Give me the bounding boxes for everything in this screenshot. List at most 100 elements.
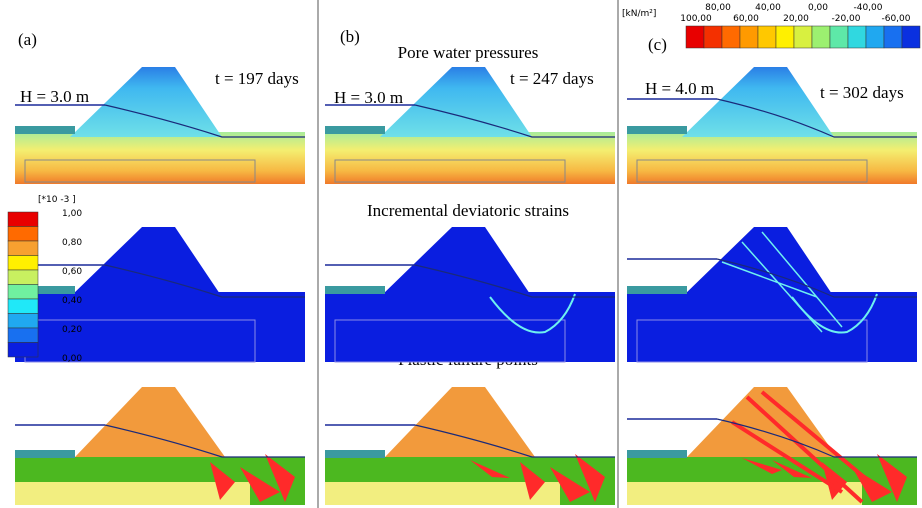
phreatic-line: [104, 104, 305, 138]
legend-label: 80,00: [705, 3, 731, 13]
legend-label: 0,00: [62, 354, 82, 364]
soft-layer: [15, 482, 250, 505]
legend-swatch: [7, 226, 39, 242]
legend-label: 0,60: [62, 267, 82, 277]
legend-swatch: [7, 327, 39, 343]
filter-toe: [627, 286, 687, 294]
pressure-legend: [kN/m²] 80,00 40,00 0,00 -40,00 100,00 60,00 2…: [622, 3, 921, 49]
legend-label: 60,00: [733, 14, 759, 24]
phreatic-line: [716, 418, 917, 458]
legend-swatch: [793, 25, 813, 49]
embankment: [70, 67, 222, 137]
head-label: H = 3.0 m: [334, 88, 403, 107]
failure-zone: [210, 462, 235, 500]
legend-swatch: [7, 211, 39, 227]
shear-band: [721, 231, 843, 333]
embankment: [380, 227, 532, 297]
filter-toe: [15, 126, 75, 134]
time-label: t = 197 days: [215, 69, 299, 88]
legend-label: 1,00: [62, 209, 82, 219]
filter-toe: [325, 126, 385, 134]
embankment: [380, 67, 532, 137]
foundation: [627, 292, 917, 362]
embankment: [385, 387, 535, 457]
failure-zone: [470, 460, 510, 478]
clay-layer: [334, 319, 566, 363]
soft-layer: [627, 482, 862, 505]
embankment: [682, 67, 834, 137]
failure-zone: [575, 454, 605, 502]
model-panel: [627, 67, 917, 184]
strain-legend: [*10 -3 ] 1,00 0,80 0,60 0,40 0,20 0,00: [7, 195, 82, 364]
clay-layer: [636, 319, 868, 363]
clay-layer: [636, 159, 868, 183]
legend-swatch: [775, 25, 795, 49]
filter-toe: [325, 450, 385, 458]
legend-swatch: [757, 25, 777, 49]
failure-zone: [772, 460, 812, 478]
legend-swatch: [7, 240, 39, 256]
failure-zone: [877, 454, 907, 502]
failure-zone: [520, 462, 545, 500]
phreatic-line: [414, 424, 615, 458]
model-panel: [325, 227, 615, 363]
phreatic-line: [716, 98, 917, 138]
legend-unit: [kN/m²]: [622, 9, 656, 19]
foundation: [15, 132, 305, 184]
model-panel: [325, 67, 615, 184]
failure-zone: [742, 458, 782, 474]
model-panel: [627, 227, 917, 363]
legend-swatch: [883, 25, 903, 49]
legend-swatch: [811, 25, 831, 49]
legend-swatch: [721, 25, 741, 49]
model-panel: [15, 227, 305, 363]
legend-label: 0,20: [62, 325, 82, 335]
legend-label: -20,00: [831, 14, 860, 24]
legend-swatch: [739, 25, 759, 49]
model-panel: [325, 387, 615, 505]
legend-swatch: [7, 284, 39, 300]
legend-swatch: [847, 25, 867, 49]
legend-swatch: [7, 342, 39, 358]
panel-label: (a): [18, 30, 37, 49]
panel-label: (c): [648, 35, 667, 54]
legend-label: 100,00: [680, 14, 712, 24]
model-panel: [15, 67, 305, 184]
filter-toe: [627, 450, 687, 458]
model-panel: [627, 387, 917, 505]
filter-toe: [15, 286, 75, 294]
legend-label: 40,00: [755, 3, 781, 13]
row-title: Pore water pressures: [398, 43, 539, 62]
row-title: Incremental deviatoric strains: [367, 201, 569, 220]
embankment: [687, 387, 837, 457]
failure-zone: [265, 454, 295, 502]
foundation: [325, 292, 615, 362]
embankment: [75, 387, 225, 457]
legend-swatch: [685, 25, 705, 49]
shear-band: [489, 293, 576, 334]
legend-swatch: [703, 25, 723, 49]
legend-swatch: [865, 25, 885, 49]
legend-swatch: [7, 269, 39, 285]
legend-label: 0,40: [62, 296, 82, 306]
legend-swatch: [7, 255, 39, 271]
legend-label: 0,80: [62, 238, 82, 248]
legend-label: 20,00: [783, 14, 809, 24]
time-label: t = 247 days: [510, 69, 594, 88]
embankment: [70, 227, 222, 297]
foundation: [627, 132, 917, 184]
panel-label: (b): [340, 27, 360, 46]
filter-toe: [325, 286, 385, 294]
legend-swatch: [7, 298, 39, 314]
model-panel: [15, 387, 305, 505]
time-label: t = 302 days: [820, 83, 904, 102]
legend-swatch: [829, 25, 849, 49]
phreatic-line: [414, 264, 615, 298]
clay-layer: [334, 159, 566, 183]
phreatic-line: [104, 264, 305, 298]
failure-zone: [550, 467, 590, 502]
filter-toe: [627, 126, 687, 134]
legend-swatch: [7, 313, 39, 329]
soft-layer: [325, 482, 560, 505]
